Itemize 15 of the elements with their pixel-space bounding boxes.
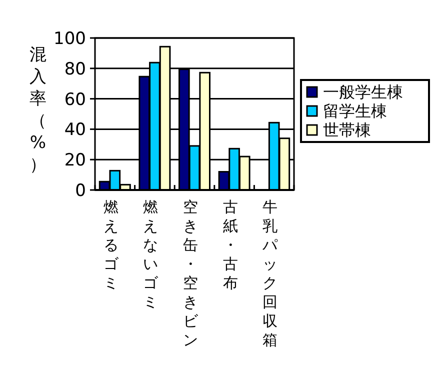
x-tick-label: 空き缶・空きビン <box>183 198 199 349</box>
y-axis-title: 混入率（%） <box>30 45 46 175</box>
x-tick-label: 古紙・古布 <box>222 198 238 292</box>
y-tick-label: 60 <box>64 90 86 110</box>
y-tick-label: 80 <box>64 59 86 80</box>
x-tick-label: 牛乳パック回収箱 <box>262 198 279 349</box>
legend-label: 世帯棟 <box>323 120 371 140</box>
y-tick-label: 100 <box>54 28 86 49</box>
y-tick-label: 20 <box>64 150 86 171</box>
x-tick-label: 燃えないゴミ <box>143 198 160 311</box>
legend-label: 一般学生棟 <box>323 82 403 102</box>
legend-label: 留学生棟 <box>323 102 387 121</box>
x-tick-label: 燃えるゴミ <box>103 198 120 292</box>
y-tick-label: 40 <box>64 120 86 140</box>
y-tick-label: 0 <box>75 180 86 201</box>
